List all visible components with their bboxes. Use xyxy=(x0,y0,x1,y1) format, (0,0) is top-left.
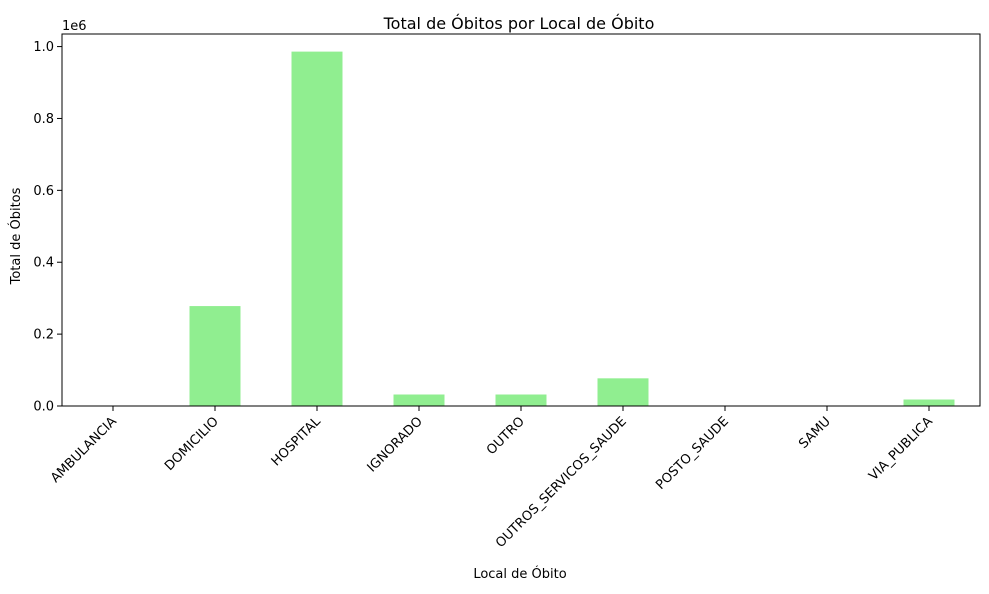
y-axis-label: Total de Óbitos xyxy=(8,187,24,285)
y-tick-label: 0.4 xyxy=(33,256,54,271)
x-tick-label: OUTRO xyxy=(484,414,528,458)
x-tick-label: DOMICILIO xyxy=(162,414,222,474)
y-tick-label: 0.2 xyxy=(33,328,54,343)
axes-layer: 0.0 0.2 0.4 0.6 0.8 1.0 AMBULANCIA DOMICILIO HOS… xyxy=(33,34,980,551)
y-tick-label: 1.0 xyxy=(33,40,54,55)
bar-ignorado xyxy=(394,395,445,407)
x-axis-label: Local de Óbito xyxy=(473,566,566,582)
x-tick-label: IGNORADO xyxy=(365,414,426,475)
bar-domicilio xyxy=(190,306,241,406)
x-tick-label: VIA_PUBLICA xyxy=(866,414,936,484)
x-tick-label: POSTO_SAUDE xyxy=(653,414,732,493)
bar-outros-servicos-saude xyxy=(598,378,649,406)
chart-title: Total de Óbitos por Local de Óbito xyxy=(383,14,655,33)
bar-via-publica xyxy=(904,400,955,406)
y-tick-label: 0.0 xyxy=(33,400,54,415)
bar-outro xyxy=(496,395,547,407)
bar-hospital xyxy=(292,52,343,406)
x-tick-label: AMBULANCIA xyxy=(48,414,120,486)
x-tick-label: HOSPITAL xyxy=(269,414,325,470)
y-tick-label: 0.6 xyxy=(33,184,54,199)
y-tick-label: 0.8 xyxy=(33,112,54,127)
x-tick-label: SAMU xyxy=(796,414,834,452)
bars-layer xyxy=(88,52,955,406)
y-axis-scale-label: 1e6 xyxy=(62,19,87,34)
